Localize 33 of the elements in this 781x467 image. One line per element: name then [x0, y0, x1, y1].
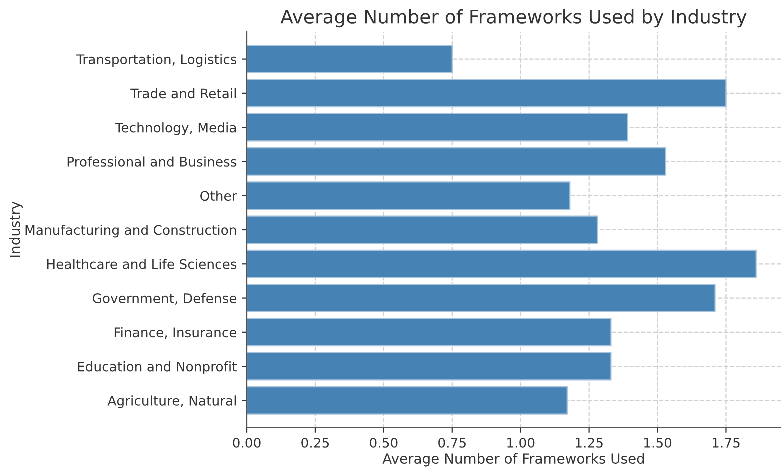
bar [247, 79, 727, 108]
y-tick-label: Healthcare and Life Sciences [47, 259, 237, 270]
chart-title: Average Number of Frameworks Used by Industry [280, 9, 747, 28]
bar [247, 284, 716, 312]
bar [247, 250, 757, 278]
y-tick-label: Trade and Retail [130, 88, 236, 99]
bar [247, 45, 453, 74]
bar [247, 318, 612, 347]
bar [247, 386, 568, 415]
bar [247, 113, 628, 142]
bar [247, 352, 612, 381]
x-tick-label: 1.75 [712, 438, 740, 448]
y-tick-label: Professional and Business [68, 156, 237, 167]
y-tick-label: Other [200, 190, 238, 202]
x-tick-label: 0.00 [233, 438, 261, 448]
y-tick-label: Finance, Insurance [114, 327, 237, 339]
bar [247, 148, 667, 176]
bar [247, 182, 571, 210]
y-axis-title: Industry [10, 202, 23, 258]
x-axis-title: Average Number of Frameworks Used [382, 453, 644, 467]
y-tick-label: Agriculture, Natural [108, 396, 236, 408]
x-tick-label: 0.75 [438, 438, 466, 448]
y-tick-label: Education and Nonprofit [78, 362, 237, 374]
x-tick-label: 0.25 [302, 438, 329, 448]
x-tick-label: 1.50 [644, 438, 672, 448]
y-tick-label: Manufacturing and Construction [26, 224, 236, 238]
bar [247, 216, 598, 244]
x-tick-label: 1.00 [508, 438, 535, 448]
y-tick-label: Government, Defense [92, 293, 237, 305]
x-tick-label: 1.25 [576, 438, 603, 448]
x-tick-label: 0.50 [370, 438, 398, 448]
y-tick-label: Technology, Media [115, 122, 236, 136]
y-tick-label: Transportation, Logistics [76, 54, 237, 68]
